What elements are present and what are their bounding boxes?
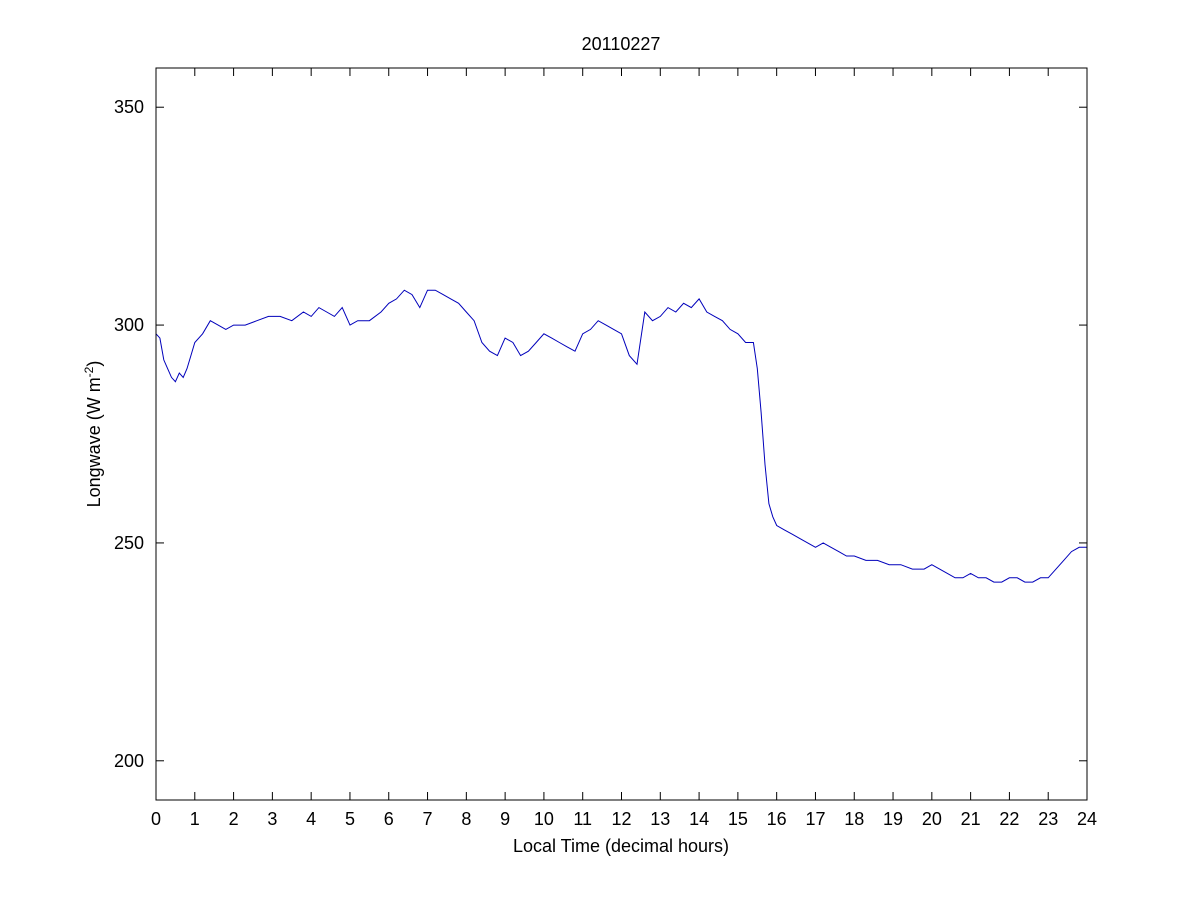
x-tick-label: 17 xyxy=(805,809,825,829)
x-tick-label: 22 xyxy=(999,809,1019,829)
y-tick-label: 200 xyxy=(114,751,144,771)
x-tick-label: 18 xyxy=(844,809,864,829)
y-axis-label-main: Longwave (W m xyxy=(84,377,104,507)
y-tick-label: 300 xyxy=(114,315,144,335)
x-tick-label: 14 xyxy=(689,809,709,829)
y-axis-label-sup: -2 xyxy=(82,366,96,377)
x-tick-label: 7 xyxy=(423,809,433,829)
y-tick-label: 350 xyxy=(114,97,144,117)
plot-frame xyxy=(155,67,1088,801)
longwave-series-line xyxy=(156,289,1087,583)
x-tick-label: 10 xyxy=(534,809,554,829)
ticks xyxy=(155,68,1088,800)
y-tick-label: 250 xyxy=(114,533,144,553)
x-tick-label: 8 xyxy=(461,809,471,829)
x-tick-label: 19 xyxy=(883,809,903,829)
tick-labels: 0 1 2 3 4 5 6 7 8 9 10 11 12 13 14 15 16 17 18 19 20 21 22 23 24… xyxy=(114,97,1097,829)
y-axis-label: Longwave (W m-2) xyxy=(82,361,104,508)
x-axis-label: Local Time (decimal hours) xyxy=(513,836,729,856)
x-tick-label: 4 xyxy=(306,809,316,829)
x-tick-label: 16 xyxy=(767,809,787,829)
x-tick-label: 2 xyxy=(229,809,239,829)
x-tick-label: 1 xyxy=(190,809,200,829)
x-tick-label: 20 xyxy=(922,809,942,829)
x-tick-label: 12 xyxy=(611,809,631,829)
x-tick-label: 24 xyxy=(1077,809,1097,829)
y-axis-label-close: ) xyxy=(84,361,104,367)
x-tick-label: 5 xyxy=(345,809,355,829)
x-tick-label: 23 xyxy=(1038,809,1058,829)
x-tick-label: 21 xyxy=(961,809,981,829)
x-tick-label: 11 xyxy=(573,809,592,829)
chart-title: 20110227 xyxy=(582,34,661,54)
plot-background xyxy=(156,68,1087,800)
x-tick-label: 13 xyxy=(650,809,670,829)
x-tick-label: 6 xyxy=(384,809,394,829)
x-tick-label: 15 xyxy=(728,809,748,829)
x-tick-label: 9 xyxy=(500,809,510,829)
x-tick-label: 0 xyxy=(151,809,161,829)
x-tick-label: 3 xyxy=(267,809,277,829)
